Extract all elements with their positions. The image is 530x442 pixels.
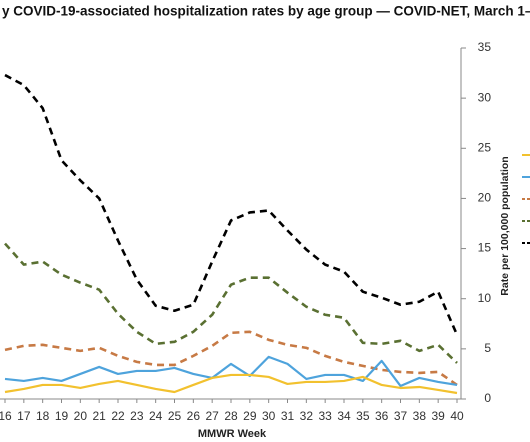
x-tick-label: 19 <box>55 409 69 423</box>
x-tick-label: 29 <box>243 409 257 423</box>
x-tick-label: 35 <box>356 409 370 423</box>
series-line <box>4 373 458 395</box>
y-tick-label: 0 <box>484 391 491 405</box>
series-line <box>4 242 458 364</box>
x-tick-label: 21 <box>92 409 106 423</box>
x-tick-label: 24 <box>149 409 163 423</box>
x-tick-label: 38 <box>413 409 427 423</box>
series-line <box>4 355 458 388</box>
x-tick-label: 20 <box>74 409 88 423</box>
chart-title: y COVID-19-associated hospitalization ra… <box>2 4 530 19</box>
x-tick-label: 26 <box>187 409 201 423</box>
x-tick-label: 22 <box>111 409 125 423</box>
x-tick-label: 16 <box>0 409 12 423</box>
y-tick-label: 15 <box>478 241 492 255</box>
y-tick-label: 25 <box>478 140 492 154</box>
x-tick-label: 36 <box>375 409 389 423</box>
y-tick-label: 10 <box>478 291 492 305</box>
y-tick-label: 30 <box>478 90 492 104</box>
x-tick-label: 32 <box>300 409 314 423</box>
x-axis-label: MMWR Week <box>198 428 267 440</box>
x-tick-label: 30 <box>262 409 276 423</box>
x-tick-label: 25 <box>168 409 182 423</box>
series-line <box>4 330 458 387</box>
x-tick-label: 39 <box>431 409 445 423</box>
y-tick-label: 35 <box>478 40 492 54</box>
series-line <box>4 73 459 336</box>
x-tick-label: 40 <box>450 409 464 423</box>
x-tick-label: 27 <box>205 409 219 423</box>
x-tick-label: 34 <box>337 409 351 423</box>
y-axis-label: Rate per 100,000 population <box>499 156 511 295</box>
y-tick-label: 20 <box>478 191 492 205</box>
y-tick-label: 5 <box>484 341 491 355</box>
x-tick-label: 31 <box>281 409 295 423</box>
x-tick-label: 33 <box>318 409 332 423</box>
x-tick-label: 23 <box>130 409 144 423</box>
x-tick-label: 18 <box>36 409 50 423</box>
x-tick-label: 37 <box>394 409 408 423</box>
x-tick-label: 17 <box>17 409 31 423</box>
x-tick-label: 28 <box>224 409 238 423</box>
